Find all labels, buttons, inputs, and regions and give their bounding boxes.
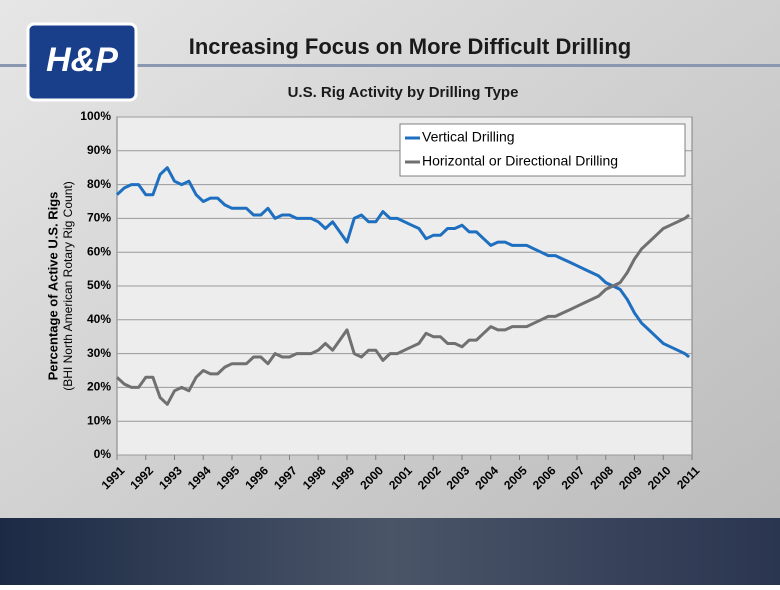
header-rule [0, 64, 780, 67]
y-tick-label: 50% [87, 278, 111, 292]
y-tick-label: 40% [87, 312, 111, 326]
y-axis-title: Percentage of Active U.S. Rigs [45, 192, 60, 381]
y-tick-label: 60% [87, 244, 111, 258]
y-tick-label: 100% [80, 109, 111, 123]
logo-text: H&P [46, 41, 118, 79]
y-tick-label: 90% [87, 143, 111, 157]
y-tick-label: 80% [87, 177, 111, 191]
series-line [115, 166, 691, 359]
y-tick-label: 70% [87, 211, 111, 225]
logo [26, 22, 138, 102]
y-axis-subtitle: (BHI North American Rotary Rig Count) [61, 181, 75, 390]
legend-label: Horizontal or Directional Drilling [422, 153, 618, 169]
y-tick-label: 20% [87, 380, 111, 394]
slide-title: Increasing Focus on More Difficult Drill… [189, 34, 631, 59]
legend-box [399, 123, 686, 177]
series-line [115, 213, 691, 406]
footer-band [0, 518, 780, 585]
chart-title: U.S. Rig Activity by Drilling Type [288, 84, 519, 101]
legend-label: Vertical Drilling [422, 129, 515, 145]
y-tick-label: 10% [87, 413, 111, 427]
y-tick-label: 0% [94, 447, 112, 461]
y-tick-label: 30% [87, 346, 111, 360]
